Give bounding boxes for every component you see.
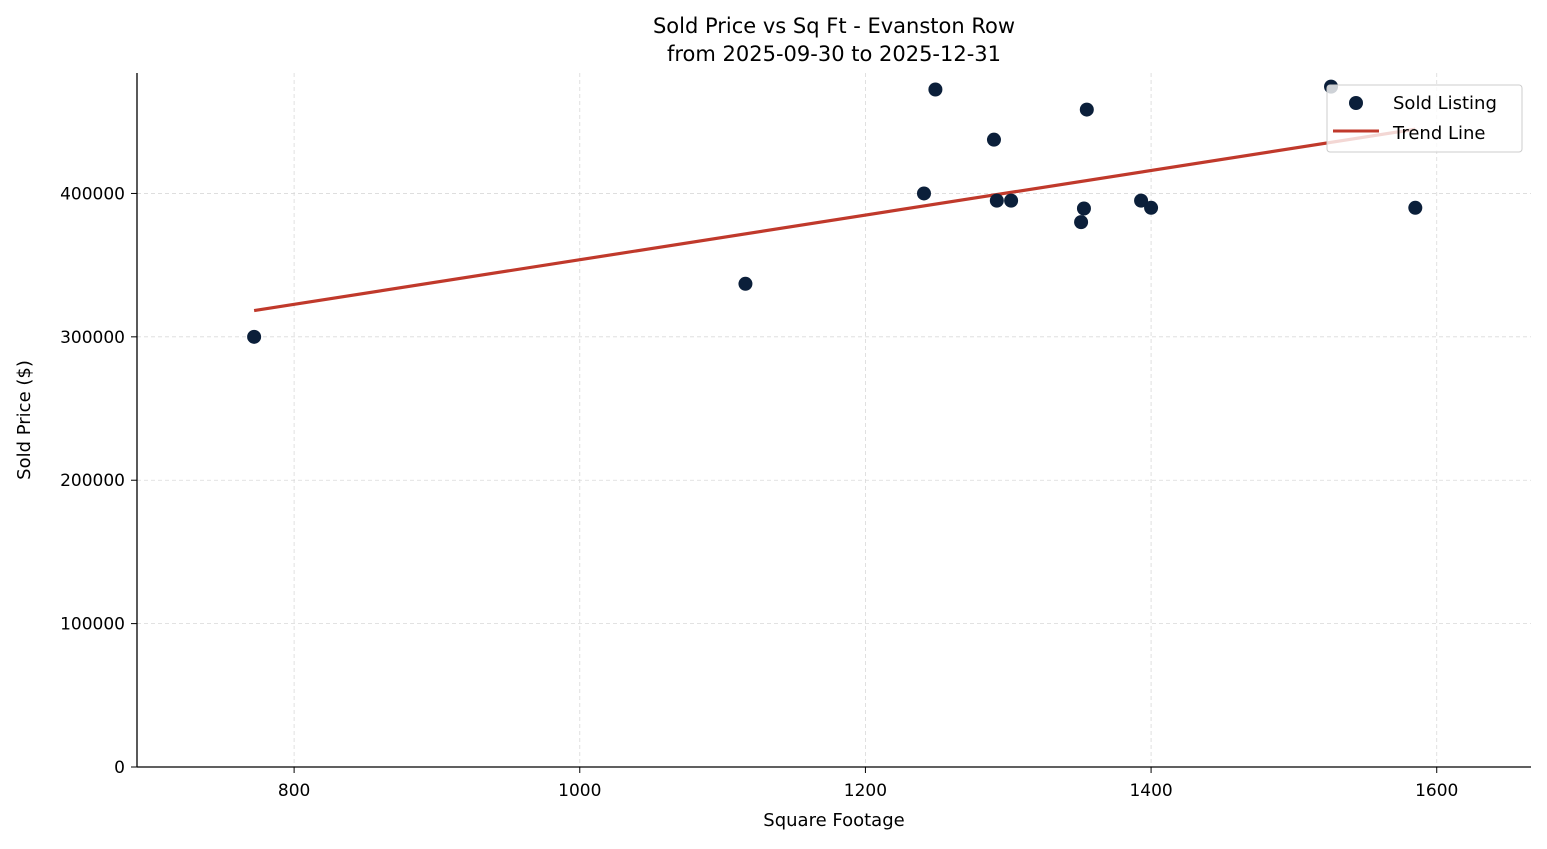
legend-label-trend-line: Trend Line <box>1392 123 1486 144</box>
y-tick-label: 300000 <box>60 328 125 348</box>
y-axis-label: Sold Price ($) <box>14 360 35 480</box>
x-axis-label: Square Footage <box>763 810 904 831</box>
data-point <box>916 186 931 201</box>
data-point <box>1004 193 1019 208</box>
data-point <box>1076 201 1091 216</box>
legend-box <box>1326 84 1523 153</box>
x-tick-label: 1400 <box>1129 781 1172 801</box>
data-point <box>1408 200 1423 215</box>
data-point <box>1134 193 1149 208</box>
data-point <box>986 132 1001 147</box>
data-point <box>989 193 1004 208</box>
x-tick-label: 800 <box>278 781 310 801</box>
legend-marker-sold-listing <box>1349 96 1363 110</box>
x-tick-label: 1600 <box>1415 781 1458 801</box>
trend-line <box>253 127 1416 313</box>
x-tick-label: 1200 <box>844 781 887 801</box>
y-tick-label: 100000 <box>60 615 125 635</box>
data-point <box>738 276 753 291</box>
data-point <box>1079 102 1094 117</box>
points-layer <box>247 79 1423 344</box>
y-tick-label: 0 <box>114 758 125 778</box>
data-point <box>247 329 262 344</box>
data-point <box>928 82 943 97</box>
data-point <box>1144 200 1159 215</box>
grid <box>137 73 1531 767</box>
legend-label-sold-listing: Sold Listing <box>1393 93 1497 114</box>
chart-title: Sold Price vs Sq Ft - Evanston Row <box>653 14 1015 38</box>
x-tick-label: 1000 <box>558 781 601 801</box>
legend: Sold Listing Trend Line <box>1326 84 1523 153</box>
y-tick-label: 200000 <box>60 471 125 491</box>
axes: 800 1000 1200 1400 1600 0 100000 200000 300000 40… <box>60 73 1531 801</box>
data-point <box>1074 215 1089 230</box>
y-tick-label: 400000 <box>60 184 125 204</box>
chart-subtitle: from 2025-09-30 to 2025-12-31 <box>667 42 1001 66</box>
trend-line-layer <box>253 127 1416 313</box>
